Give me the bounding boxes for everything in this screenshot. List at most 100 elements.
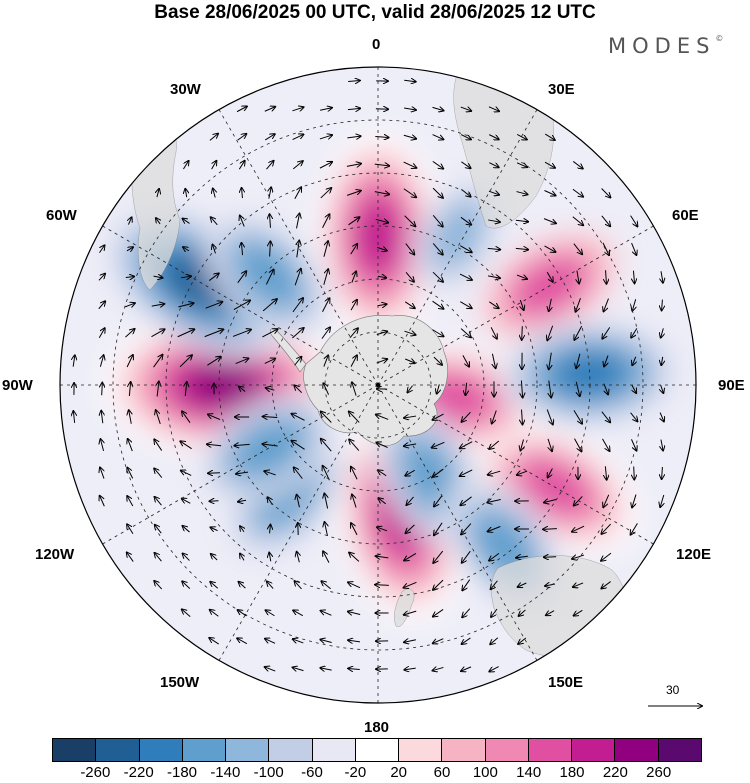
colorbar-segment [615,739,659,761]
wind-vector [630,412,638,422]
colorbar-tick-label: -220 [123,764,154,781]
pole-marker [376,383,380,387]
wind-vector [294,357,302,366]
wind-vector [573,243,582,255]
wind-vector [459,273,472,280]
wind-vector [631,439,636,450]
colorbar-segment [226,739,270,761]
wind-vector [432,329,443,337]
wind-vector [660,494,664,507]
wind-vector [549,380,551,398]
wind-vector [515,248,528,249]
wind-vector [294,385,303,394]
wind-vector [269,553,271,562]
wind-vector [323,269,328,285]
wind-vector [434,495,443,507]
wind-vector [521,380,522,398]
wind-vector [461,523,472,535]
brand-mark: © [715,34,724,43]
wind-vector [491,608,498,617]
wind-vector [432,413,444,420]
wind-vector [549,352,552,370]
wind-vector [178,303,193,308]
wind-vector [574,325,583,340]
wind-vector [128,439,133,452]
wind-vector [155,525,162,534]
wind-vector [515,220,528,221]
wind-vector [487,499,501,502]
wind-vector [295,581,302,590]
wind-vector [404,301,415,308]
lon-label-60w: 60W [46,207,77,224]
wind-vector [213,189,215,198]
wind-vector [543,218,556,224]
wind-vector [101,411,103,424]
wind-vector [661,356,662,365]
wind-vector [601,188,611,198]
wind-vector [347,108,360,109]
colorbar-tick-label: 140 [516,764,542,781]
colorbar-tick-label: -180 [166,764,198,781]
wind-vector [237,134,247,141]
wind-vectors [73,80,664,671]
wind-vector [321,412,332,423]
wind-vector [293,639,304,643]
modes-logo: MODES© [608,34,723,58]
wind-vector [433,638,444,644]
wind-vector [100,467,104,479]
wind-vector [405,359,415,363]
wind-vector [348,612,361,615]
wind-vector [432,134,444,140]
wind-vector [183,219,190,224]
wind-vector [492,353,495,368]
wind-vector [545,584,556,586]
wind-vector [270,214,271,228]
wind-vector [263,416,278,417]
wind-vector [155,497,162,506]
wind-vector [516,556,528,557]
wind-vector [351,467,358,480]
wind-vector [606,270,607,284]
colorbar-tick-label: 180 [559,764,585,781]
wind-vector [574,496,583,505]
wind-vector [603,494,610,507]
wind-vector [266,388,275,390]
wind-vector [488,220,500,222]
wind-vector [544,190,555,196]
wind-vector [487,276,500,278]
wind-vector [631,242,637,255]
wind-vector [405,469,415,475]
wind-vector [126,355,133,368]
wind-vector [210,610,219,617]
wind-vector [98,301,105,310]
wind-vector [349,328,358,339]
colorbar-segment [312,739,356,761]
wind-vector [262,329,277,338]
wind-vector [604,298,609,312]
wind-vector [348,582,361,589]
wind-vector [346,164,361,167]
wind-vector [346,191,361,196]
wind-vector [574,609,583,615]
wind-vector [125,329,134,338]
wind-vector [238,161,244,170]
wind-vector [297,241,299,258]
wind-vector [460,301,471,309]
colorbar-segment [269,739,313,761]
wind-vector [460,496,472,505]
wind-vector [488,526,501,532]
wind-vector [266,610,275,617]
wind-vector [323,383,330,395]
wind-vector [211,554,218,561]
wind-vector [602,327,611,338]
wind-vector [322,214,330,228]
wind-vector [154,468,163,478]
wind-vector [208,414,221,421]
colorbar-segment [658,739,701,761]
wind-vector [211,161,217,170]
wind-vector [375,585,389,586]
wind-vector [378,470,387,477]
wind-vector [661,439,663,451]
wind-vector [377,304,386,306]
wind-vector [180,441,192,450]
